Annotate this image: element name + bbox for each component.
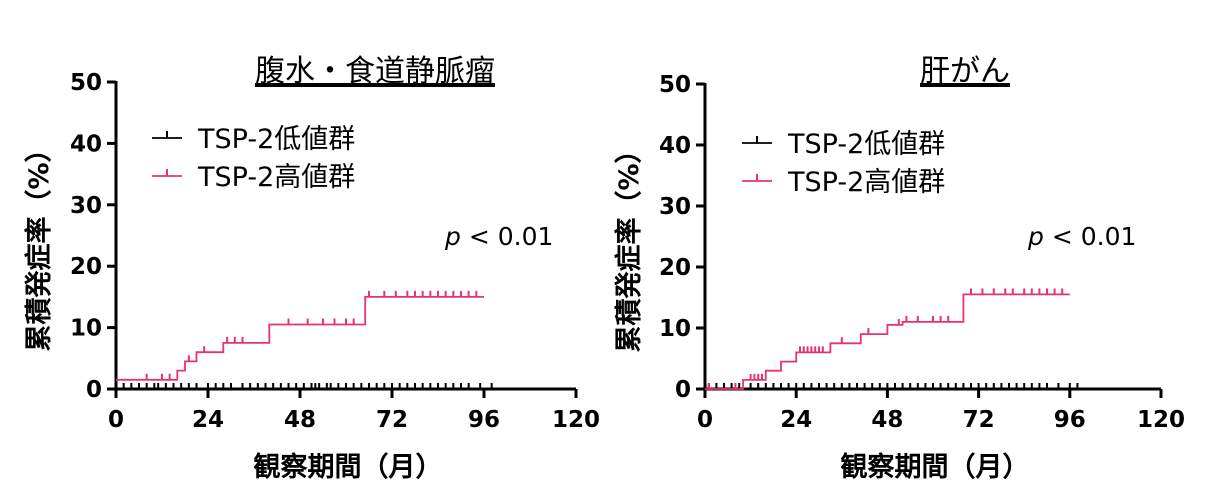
x-tick-label: 120 <box>552 407 600 433</box>
y-tick-label: 30 <box>70 193 102 219</box>
legend-label: TSP-2高値群 <box>197 162 355 193</box>
series-high <box>705 288 1070 390</box>
panel-2: 肝がん 0 10 20 30 40 50 0 24 48 72 96 120 観察期間（月） 累積発症率（%… <box>613 54 1185 483</box>
x-axis-label: 観察期間（月） <box>254 451 443 483</box>
x-tick-label: 0 <box>108 407 124 433</box>
series-line <box>116 295 484 381</box>
series-low <box>705 383 1079 390</box>
y-tick-label: 50 <box>659 72 691 98</box>
panel-1: 腹水・食道静脈瘤 0 10 20 30 40 50 0 24 48 72 96 120 観察期間（月） 累積… <box>23 54 600 483</box>
x-tick-label: 48 <box>284 407 316 433</box>
x-tick-label: 48 <box>871 407 903 433</box>
y-tick-label: 20 <box>659 255 691 281</box>
legend-item-high: TSP-2高値群 <box>742 167 945 198</box>
legend-label: TSP-2低値群 <box>197 124 355 155</box>
p-value-text: < 0.01 <box>1044 222 1137 251</box>
y-tick-label: 30 <box>659 194 691 220</box>
x-axis-label: 観察期間（月） <box>841 451 1030 483</box>
x-tick-label: 96 <box>468 407 500 433</box>
y-tick-label: 0 <box>86 377 102 403</box>
y-tick-label: 10 <box>70 316 102 342</box>
series-line <box>705 293 1070 390</box>
series-high <box>116 290 484 381</box>
p-value-text: < 0.01 <box>461 222 554 251</box>
y-tick-label: 0 <box>675 377 691 403</box>
y-tick-label: 50 <box>70 70 102 96</box>
y-axis-label: 累積発症率（%） <box>23 135 55 351</box>
x-tick-label: 0 <box>697 407 713 433</box>
x-tick-label: 24 <box>780 407 812 433</box>
p-value-symbol: p <box>1027 222 1044 251</box>
y-axis-label: 累積発症率（%） <box>613 136 645 352</box>
series-low <box>116 383 500 390</box>
p-value-annotation: p < 0.01 <box>1027 222 1136 251</box>
x-tick-label: 72 <box>376 407 408 433</box>
chart-title: 腹水・食道静脈瘤 <box>255 54 495 89</box>
legend-item-high: TSP-2高値群 <box>152 162 355 193</box>
y-tick-label: 40 <box>659 133 691 159</box>
x-tick-label: 24 <box>192 407 224 433</box>
legend-item-low: TSP-2低値群 <box>152 124 355 155</box>
chart-title: 肝がん <box>920 54 1010 89</box>
p-value-annotation: p < 0.01 <box>444 222 553 251</box>
legend-label: TSP-2低値群 <box>787 129 945 160</box>
y-tick-label: 40 <box>70 131 102 157</box>
x-tick-label: 72 <box>963 407 995 433</box>
p-value-symbol: p <box>444 222 461 251</box>
y-tick-label: 10 <box>659 316 691 342</box>
x-tick-label: 96 <box>1054 407 1086 433</box>
y-tick-label: 20 <box>70 254 102 280</box>
legend-item-low: TSP-2低値群 <box>742 129 945 160</box>
legend-label: TSP-2高値群 <box>787 167 945 198</box>
x-tick-label: 120 <box>1137 407 1185 433</box>
